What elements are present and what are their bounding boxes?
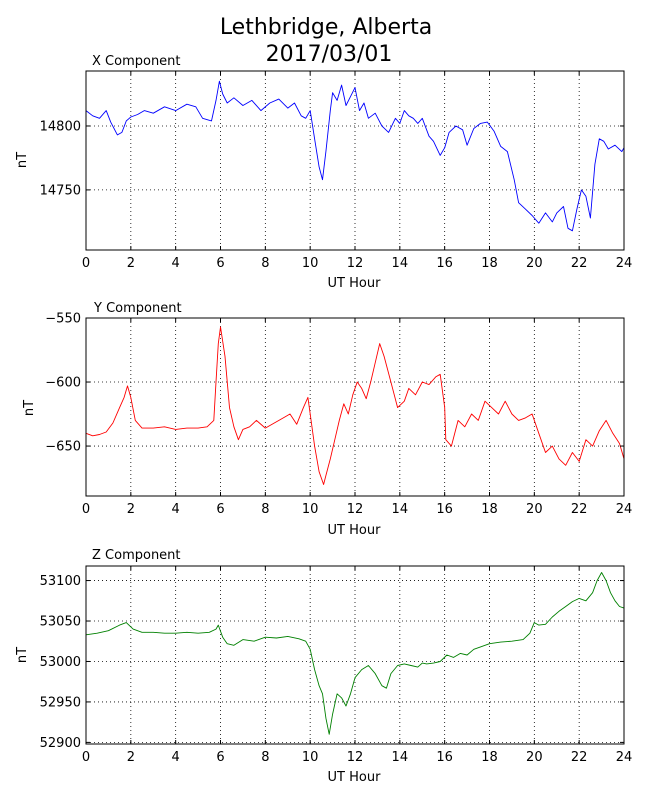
- z-component-xtick-label: 20: [526, 750, 543, 765]
- y-component-xtick-label: 22: [571, 502, 588, 517]
- x-component-xtick-label: 18: [481, 256, 498, 271]
- z-component-xtick-label: 10: [302, 750, 319, 765]
- figure-title-location: Lethbridge, Alberta: [220, 15, 432, 40]
- z-component-xtick-label: 8: [261, 750, 269, 765]
- z-component-xtick-label: 24: [616, 750, 633, 765]
- x-component-xtick-label: 2: [127, 256, 135, 271]
- x-component-xtick-label: 20: [526, 256, 543, 271]
- x-component-xtick-label: 10: [302, 256, 319, 271]
- y-component-ytick-label: −650: [45, 440, 81, 455]
- z-component-xtick-label: 18: [481, 750, 498, 765]
- z-component-ylabel: nT: [15, 647, 30, 663]
- y-component-xtick-label: 10: [302, 502, 319, 517]
- z-component-xtick-label: 4: [172, 750, 180, 765]
- x-component-xtick-label: 24: [616, 256, 633, 271]
- x-component-xtick-label: 22: [571, 256, 588, 271]
- z-component-xtick-label: 6: [216, 750, 224, 765]
- y-component-xtick-label: 6: [216, 502, 224, 517]
- figure-title-date: 2017/03/01: [266, 42, 393, 67]
- y-component-series-line: [85, 326, 625, 485]
- x-component-ytick-label: 14750: [40, 183, 81, 198]
- x-component-xtick-label: 6: [216, 256, 224, 271]
- z-component-ytick-label: 53000: [40, 655, 81, 670]
- y-component-xtick-label: 8: [261, 502, 269, 517]
- z-component-ytick-label: 53050: [40, 615, 81, 630]
- y-component-title: Y Component: [93, 301, 182, 316]
- z-component-panel: Z Component UT Hour nT 0 2 4 6 8 10 12 14 16 18 20…: [15, 548, 632, 785]
- y-component-xtick-label: 2: [127, 502, 135, 517]
- z-component-ytick-label: 53100: [40, 574, 81, 589]
- y-component-xtick-label: 18: [481, 502, 498, 517]
- y-component-xtick-label: 4: [172, 502, 180, 517]
- y-component-xtick-label: 14: [392, 502, 409, 517]
- y-component-xtick-label: 20: [526, 502, 543, 517]
- x-component-title: X Component: [92, 54, 181, 69]
- x-component-xtick-label: 8: [261, 256, 269, 271]
- z-component-ytick-label: 52900: [40, 736, 81, 751]
- y-component-xtick-label: 0: [82, 502, 90, 517]
- x-component-ylabel: nT: [15, 152, 30, 168]
- y-component-xtick-label: 24: [616, 502, 633, 517]
- x-component-panel: X Component UT Hour nT 0 2 4 6 8 10 12 14 16 18 20…: [15, 54, 632, 291]
- x-component-xtick-label: 4: [172, 256, 180, 271]
- x-component-ytick-label: 14800: [40, 119, 81, 134]
- z-component-xtick-label: 22: [571, 750, 588, 765]
- z-component-xtick-label: 2: [127, 750, 135, 765]
- y-component-xtick-label: 16: [436, 502, 453, 517]
- y-component-ytick-label: −550: [45, 312, 81, 327]
- z-component-title: Z Component: [92, 548, 181, 563]
- y-component-xlabel: UT Hour: [328, 523, 382, 538]
- x-component-xlabel: UT Hour: [328, 276, 382, 291]
- z-component-series-line: [85, 572, 625, 735]
- x-component-xtick-label: 16: [436, 256, 453, 271]
- y-component-ytick-label: −600: [45, 376, 81, 391]
- y-component-xtick-label: 12: [347, 502, 364, 517]
- x-component-xtick-label: 12: [347, 256, 364, 271]
- z-component-xtick-label: 14: [392, 750, 409, 765]
- x-component-xtick-label: 14: [392, 256, 409, 271]
- z-component-xtick-label: 12: [347, 750, 364, 765]
- x-component-series-line: [85, 80, 625, 232]
- z-component-ytick-label: 52950: [40, 695, 81, 710]
- y-component-panel: Y Component UT Hour nT 0 2 4 6 8 10 12 14 16 18 20…: [22, 301, 632, 538]
- z-component-xtick-label: 0: [82, 750, 90, 765]
- x-component-xtick-label: 0: [82, 256, 90, 271]
- z-component-xlabel: UT Hour: [328, 770, 382, 785]
- z-component-xtick-label: 16: [436, 750, 453, 765]
- y-component-ylabel: nT: [22, 400, 37, 416]
